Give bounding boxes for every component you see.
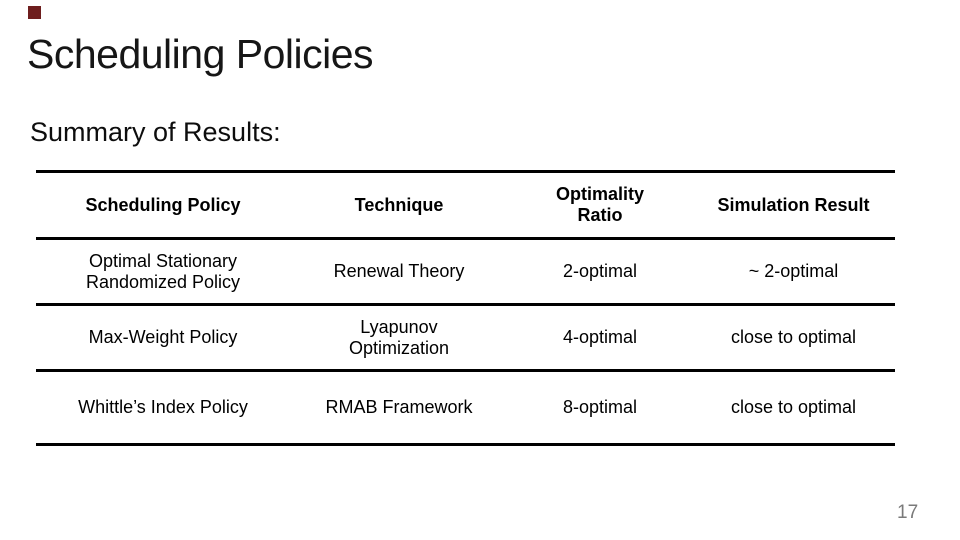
- cell-simulation-result: ~ 2-optimal: [748, 261, 839, 281]
- cell-optimality-ratio: 8-optimal: [562, 397, 638, 417]
- slide-subtitle: Summary of Results:: [30, 117, 281, 147]
- column-header-scheduling-policy: Scheduling Policy: [85, 194, 241, 215]
- column-header-simulation-result: Simulation Result: [717, 194, 870, 215]
- slide-title: Scheduling Policies: [27, 31, 374, 77]
- cell-simulation-result: close to optimal: [730, 397, 857, 417]
- table-row: Whittle’s Index Policy RMAB Framework 8-…: [36, 369, 895, 443]
- accent-square-icon: [28, 6, 41, 19]
- column-header-technique: Technique: [354, 194, 444, 215]
- results-table: Scheduling Policy Technique Optimality R…: [36, 170, 895, 446]
- cell-policy-optimal-stationary: Optimal Stationary Randomized Policy: [85, 250, 241, 292]
- cell-technique-lyapunov: Lyapunov Optimization: [348, 316, 450, 358]
- table-row: Optimal Stationary Randomized Policy Ren…: [36, 237, 895, 303]
- column-header-optimality-ratio: Optimality Ratio: [555, 184, 644, 225]
- cell-technique-rmab: RMAB Framework: [325, 397, 473, 417]
- table-row: Max-Weight Policy Lyapunov Optimization …: [36, 303, 895, 369]
- cell-optimality-ratio: 2-optimal: [562, 261, 638, 281]
- cell-policy-max-weight: Max-Weight Policy: [88, 327, 238, 347]
- cell-optimality-ratio: 4-optimal: [562, 327, 638, 347]
- cell-simulation-result: close to optimal: [730, 327, 857, 347]
- cell-policy-whittles-index: Whittle’s Index Policy: [78, 397, 248, 417]
- table-bottom-border: [36, 443, 895, 446]
- page-number: 17: [897, 502, 919, 523]
- table-header-row: Scheduling Policy Technique Optimality R…: [36, 170, 895, 237]
- cell-technique-renewal-theory: Renewal Theory: [333, 261, 465, 281]
